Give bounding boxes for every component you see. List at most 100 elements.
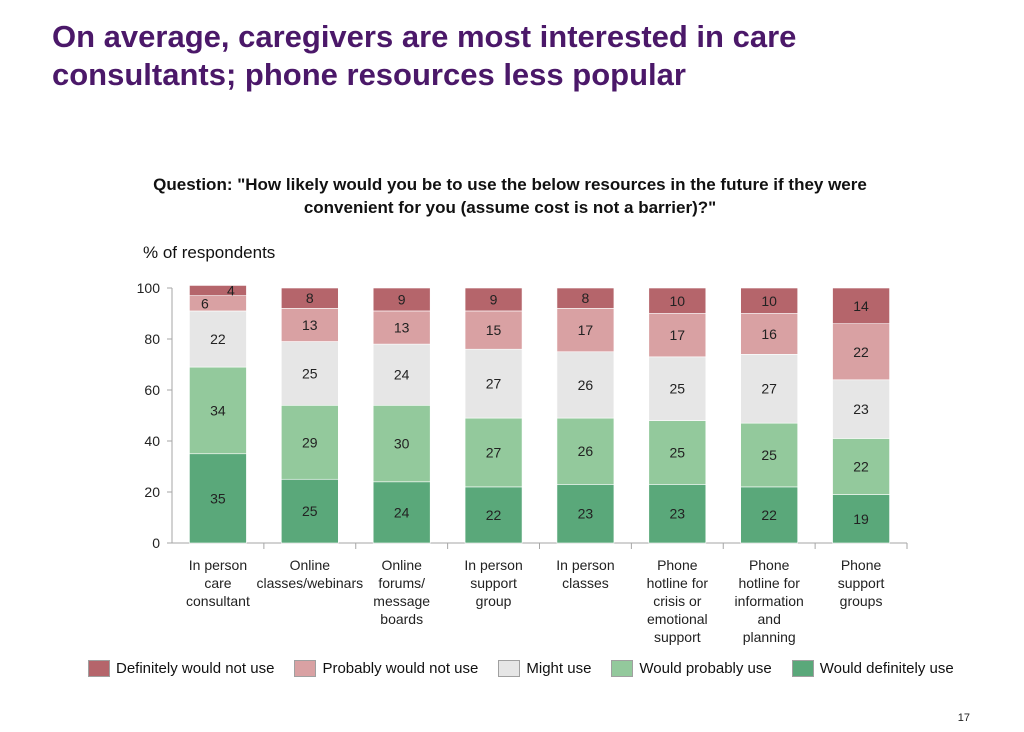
legend-label: Would definitely use <box>819 660 954 677</box>
bar-segment <box>464 417 523 488</box>
bar-data-label: 13 <box>302 317 318 333</box>
bar-segment <box>464 348 523 419</box>
bar-segment <box>189 285 247 296</box>
bar-segment <box>832 287 890 325</box>
bar-data-label: 15 <box>486 322 502 338</box>
bar-segment <box>281 287 339 309</box>
bar-segment <box>556 308 615 353</box>
bar-data-label: 23 <box>853 401 869 417</box>
legend-item: Definitely would not use <box>88 660 274 677</box>
bar-data-label: 22 <box>853 459 869 475</box>
bar-data-label: 25 <box>670 444 686 460</box>
y-tick-label: 40 <box>144 433 160 449</box>
bar-segment <box>740 353 798 424</box>
y-tick-label: 20 <box>144 484 160 500</box>
y-tick-label: 80 <box>144 331 160 347</box>
bar-data-label: 27 <box>486 376 502 392</box>
bar-data-label: 25 <box>670 381 686 397</box>
bar-segment <box>740 313 798 355</box>
bar-data-label: 22 <box>853 344 869 360</box>
legend-swatch <box>88 660 110 677</box>
bar-segment <box>740 422 798 488</box>
bar-data-label: 25 <box>302 365 318 381</box>
bar-data-label: 27 <box>486 444 502 460</box>
bar-data-label: 8 <box>582 290 590 306</box>
bar-segment <box>189 310 247 368</box>
bar-data-label: 24 <box>394 504 410 520</box>
chart-question: Question: "How likely would you be to us… <box>153 175 867 217</box>
bar-segment <box>189 366 247 455</box>
bar-data-label: 22 <box>486 507 502 523</box>
x-category-label: Phone hotline for information and planning <box>735 557 804 645</box>
legend-swatch <box>498 660 521 677</box>
x-category-label: In person care consultant <box>186 557 250 609</box>
x-category-label: In person classes <box>556 557 614 591</box>
bar-segment <box>740 287 798 314</box>
page-number: 17 <box>957 712 970 724</box>
bar-data-label: 10 <box>670 293 686 309</box>
legend-swatch <box>791 660 814 677</box>
bar-data-label: 10 <box>761 293 777 309</box>
bar-segment <box>281 404 339 480</box>
bar-segment <box>281 341 339 406</box>
bar-data-label: 26 <box>578 377 594 393</box>
bar-data-label: 25 <box>761 447 777 463</box>
bar-segment <box>648 313 707 358</box>
bar-data-label: 22 <box>761 507 777 523</box>
legend-item: Would probably use <box>611 660 772 677</box>
x-category-label: Phone support groups <box>838 557 885 609</box>
bar-data-label: 24 <box>394 367 410 383</box>
bar-data-label: 26 <box>578 443 594 459</box>
bar-data-label: 25 <box>302 503 318 519</box>
bar-data-label: 6 <box>201 295 209 311</box>
bar-segment <box>281 478 339 544</box>
bar-segment <box>464 287 523 312</box>
bar-segment <box>648 484 707 544</box>
bar-segment <box>832 379 890 439</box>
bar-segment <box>832 438 890 495</box>
bar-data-label: 22 <box>210 331 226 347</box>
legend-label: Might use <box>526 660 592 677</box>
bar-segment <box>372 287 431 312</box>
x-category-label: In person support group <box>464 557 522 609</box>
bar-segment <box>281 308 339 342</box>
y-axis-label: % of respondents <box>143 243 276 262</box>
bar-segment <box>556 417 615 485</box>
slide-title: On average, caregivers are most interest… <box>52 19 797 92</box>
legend-item: Probably would not use <box>294 660 478 677</box>
bar-data-label: 29 <box>302 434 318 450</box>
bar-segment <box>464 310 523 350</box>
legend-item: Would definitely use <box>791 660 954 677</box>
bar-segment <box>372 404 431 483</box>
bar-data-label: 23 <box>670 506 686 522</box>
bar-data-label: 4 <box>227 282 235 298</box>
bar-segment <box>372 343 431 406</box>
bar-data-label: 27 <box>761 381 777 397</box>
legend-label: Probably would not use <box>322 660 479 677</box>
bar-segment <box>740 486 798 544</box>
bar-segment <box>556 287 615 309</box>
x-category-label: Phone hotline for crisis or emotional suppor… <box>647 557 709 645</box>
x-category-label: Online forums/message boards <box>373 557 430 627</box>
bar-segment <box>189 295 247 312</box>
legend-label: Definitely would not use <box>116 660 275 677</box>
bar-data-label: 17 <box>670 327 686 343</box>
bar-data-label: 30 <box>394 436 410 452</box>
bar-segment <box>556 484 615 544</box>
bar-segment <box>648 420 707 485</box>
bar-data-label: 16 <box>761 326 777 342</box>
bar-data-label: 8 <box>306 290 314 306</box>
bar-data-label: 17 <box>578 322 594 338</box>
legend-label: Would probably use <box>639 660 772 677</box>
x-category-label: Online classes/webinars <box>257 557 364 591</box>
chart-legend: Definitely would not use Probably would n… <box>88 660 954 677</box>
legend-swatch <box>611 660 634 677</box>
y-tick-label: 60 <box>144 382 160 398</box>
legend-item: Might use <box>498 660 591 677</box>
bar-data-label: 34 <box>210 402 226 418</box>
legend-swatch <box>294 660 317 677</box>
bar-segment <box>464 486 523 544</box>
bar-segment <box>189 453 247 544</box>
bar-data-label: 9 <box>490 291 498 307</box>
